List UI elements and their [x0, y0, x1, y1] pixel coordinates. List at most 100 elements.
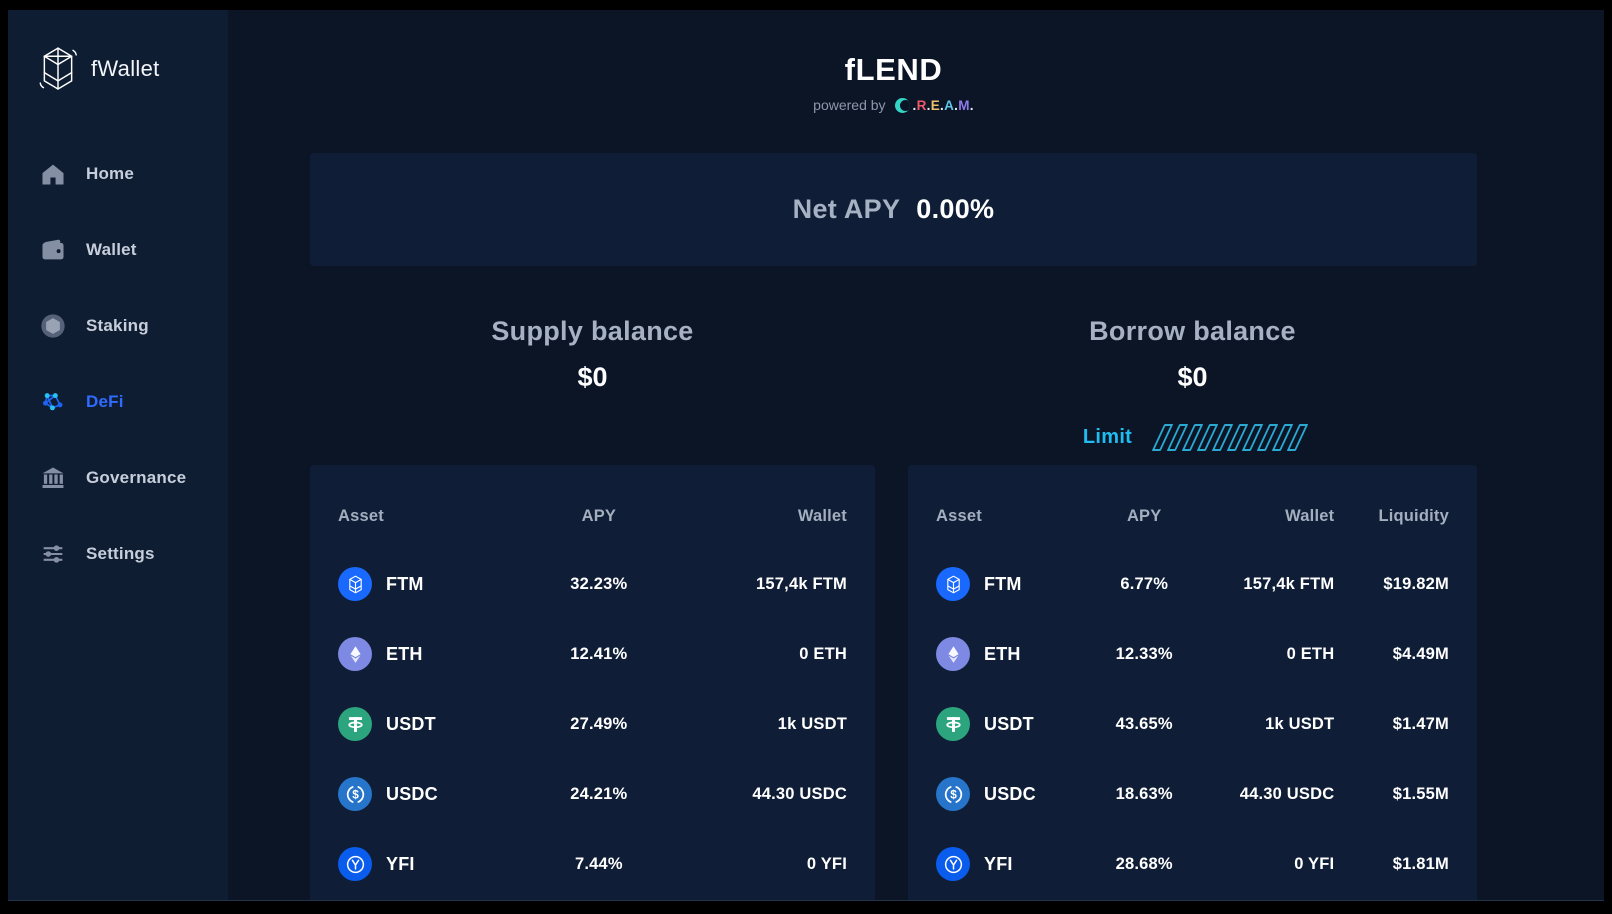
powered-by-line: powered by .R.E.A.M.: [310, 97, 1477, 113]
supply-table-row[interactable]: YFI 7.44% 0 YFI: [338, 829, 847, 899]
column-header-apy: APY: [1126, 506, 1162, 525]
app-window: fWallet Home Wallet Staking: [8, 10, 1604, 901]
sidebar-item[interactable]: Home: [38, 136, 228, 212]
wallet-value: 0 YFI: [806, 854, 847, 873]
wallet-value: 157,4k FTM: [1243, 574, 1335, 593]
column-header-asset: Asset: [338, 506, 384, 525]
cream-logo: .R.E.A.M.: [894, 97, 974, 113]
sidebar-item-label: Home: [86, 164, 135, 183]
sidebar-item-label: DeFi: [86, 392, 124, 411]
supply-table-row[interactable]: USDT 27.49% 1k USDT: [338, 689, 847, 759]
fantom-logo-icon: [39, 47, 77, 90]
asset-symbol: ETH: [386, 643, 423, 664]
borrow-table-header: Asset APY Wallet Liquidity: [936, 501, 1449, 531]
asset-symbol: ETH: [984, 643, 1021, 664]
borrow-balance: Borrow balance $0: [908, 316, 1477, 393]
sidebar-nav: Home Wallet Staking DeFi: [38, 136, 228, 592]
supply-table-row[interactable]: $ USDC 24.21% 44.30 USDC: [338, 759, 847, 829]
usdt-icon: [936, 707, 970, 741]
borrow-table-body: FTM 6.77% 157,4k FTM $19.82M ETH: [936, 549, 1449, 899]
sidebar-item-label: Staking: [86, 316, 149, 335]
wallet-value: 157,4k FTM: [756, 574, 847, 593]
brand[interactable]: fWallet: [38, 44, 228, 94]
supply-balance: Supply balance $0: [310, 316, 875, 393]
balances-and-tables: Supply balance $0 Borrow balance $0 Limi…: [310, 316, 1477, 900]
supply-table-body: FTM 32.23% 157,4k FTM ETH 12.41%: [338, 549, 847, 899]
sidebar-item[interactable]: Wallet: [38, 212, 228, 288]
asset-symbol: USDC: [984, 783, 1036, 804]
borrow-table-row[interactable]: YFI 28.68% 0 YFI $1.81M: [936, 829, 1449, 899]
usdc-icon: $: [936, 777, 970, 811]
wallet-value: 1k USDT: [1265, 714, 1335, 733]
column-header-asset: Asset: [936, 506, 982, 525]
limit-gauge: [1151, 423, 1309, 451]
wallet-value: 0 ETH: [1286, 644, 1335, 663]
supply-balance-title: Supply balance: [491, 316, 694, 346]
column-header-wallet: Wallet: [1285, 506, 1335, 525]
sidebar: fWallet Home Wallet Staking: [8, 10, 228, 900]
liquidity-value: $1.81M: [1392, 854, 1449, 873]
sidebar-item[interactable]: Settings: [38, 516, 228, 592]
net-apy-label: Net APY: [792, 194, 901, 224]
apy-value: 7.44%: [574, 854, 623, 873]
yfi-icon: [338, 847, 372, 881]
defi-icon: [38, 387, 68, 417]
sidebar-item[interactable]: Governance: [38, 440, 228, 516]
apy-value: 27.49%: [570, 714, 628, 733]
eth-icon: [338, 637, 372, 671]
page-header: fLEND powered by .R.E.A.M.: [310, 52, 1477, 113]
sidebar-item-label: Settings: [86, 544, 155, 563]
borrow-limit-row: Limit: [908, 419, 1477, 455]
borrow-table-row[interactable]: ETH 12.33% 0 ETH $4.49M: [936, 619, 1449, 689]
liquidity-value: $1.47M: [1392, 714, 1449, 733]
apy-value: 18.63%: [1115, 784, 1173, 803]
supply-balance-amount: $0: [577, 362, 608, 392]
svg-text:$: $: [950, 787, 957, 801]
sidebar-item[interactable]: Staking: [38, 288, 228, 364]
apy-value: 12.33%: [1115, 644, 1173, 663]
wallet-icon: [38, 235, 68, 265]
sidebar-item[interactable]: DeFi: [38, 364, 228, 440]
supply-table-row[interactable]: ETH 12.41% 0 ETH: [338, 619, 847, 689]
apy-value: 43.65%: [1115, 714, 1173, 733]
wallet-value: 44.30 USDC: [1239, 784, 1335, 803]
wallet-value: 44.30 USDC: [752, 784, 847, 803]
page-title: fLEND: [844, 52, 943, 87]
ftm-icon: [936, 567, 970, 601]
asset-symbol: YFI: [984, 853, 1013, 874]
wallet-value: 0 ETH: [799, 644, 847, 663]
liquidity-value: $19.82M: [1383, 574, 1449, 593]
liquidity-value: $4.49M: [1392, 644, 1449, 663]
net-apy-value: 0.00%: [916, 194, 995, 224]
powered-by-text: powered by: [813, 97, 886, 113]
usdt-icon: [338, 707, 372, 741]
borrow-balance-title: Borrow balance: [1089, 316, 1296, 346]
governance-icon: [38, 463, 68, 493]
ftm-icon: [338, 567, 372, 601]
wallet-value: 0 YFI: [1294, 854, 1335, 873]
column-header-wallet: Wallet: [797, 506, 847, 525]
svg-text:$: $: [352, 787, 359, 801]
settings-icon: [38, 539, 68, 569]
borrow-limit-label: Limit: [1082, 425, 1133, 448]
yfi-icon: [936, 847, 970, 881]
asset-symbol: USDC: [386, 783, 438, 804]
apy-value: 28.68%: [1115, 854, 1173, 873]
apy-value: 6.77%: [1120, 574, 1169, 593]
asset-symbol: FTM: [984, 573, 1022, 594]
borrow-balance-amount: $0: [1177, 362, 1208, 392]
column-header-apy: APY: [581, 506, 617, 525]
borrow-table-row[interactable]: USDT 43.65% 1k USDT $1.47M: [936, 689, 1449, 759]
staking-icon: [38, 311, 68, 341]
net-apy-card: Net APY 0.00%: [310, 153, 1477, 266]
asset-symbol: FTM: [386, 573, 424, 594]
borrow-table-row[interactable]: $ USDC 18.63% 44.30 USDC $1.55M: [936, 759, 1449, 829]
asset-symbol: USDT: [386, 713, 436, 734]
cream-wordmark: .R.E.A.M.: [912, 97, 974, 113]
sidebar-item-label: Wallet: [86, 240, 137, 259]
borrow-table: Asset APY Wallet Liquidity FTM 6.77%: [908, 465, 1477, 900]
supply-table-row[interactable]: FTM 32.23% 157,4k FTM: [338, 549, 847, 619]
borrow-table-row[interactable]: FTM 6.77% 157,4k FTM $19.82M: [936, 549, 1449, 619]
cream-c-icon: [894, 97, 910, 113]
apy-value: 32.23%: [570, 574, 628, 593]
